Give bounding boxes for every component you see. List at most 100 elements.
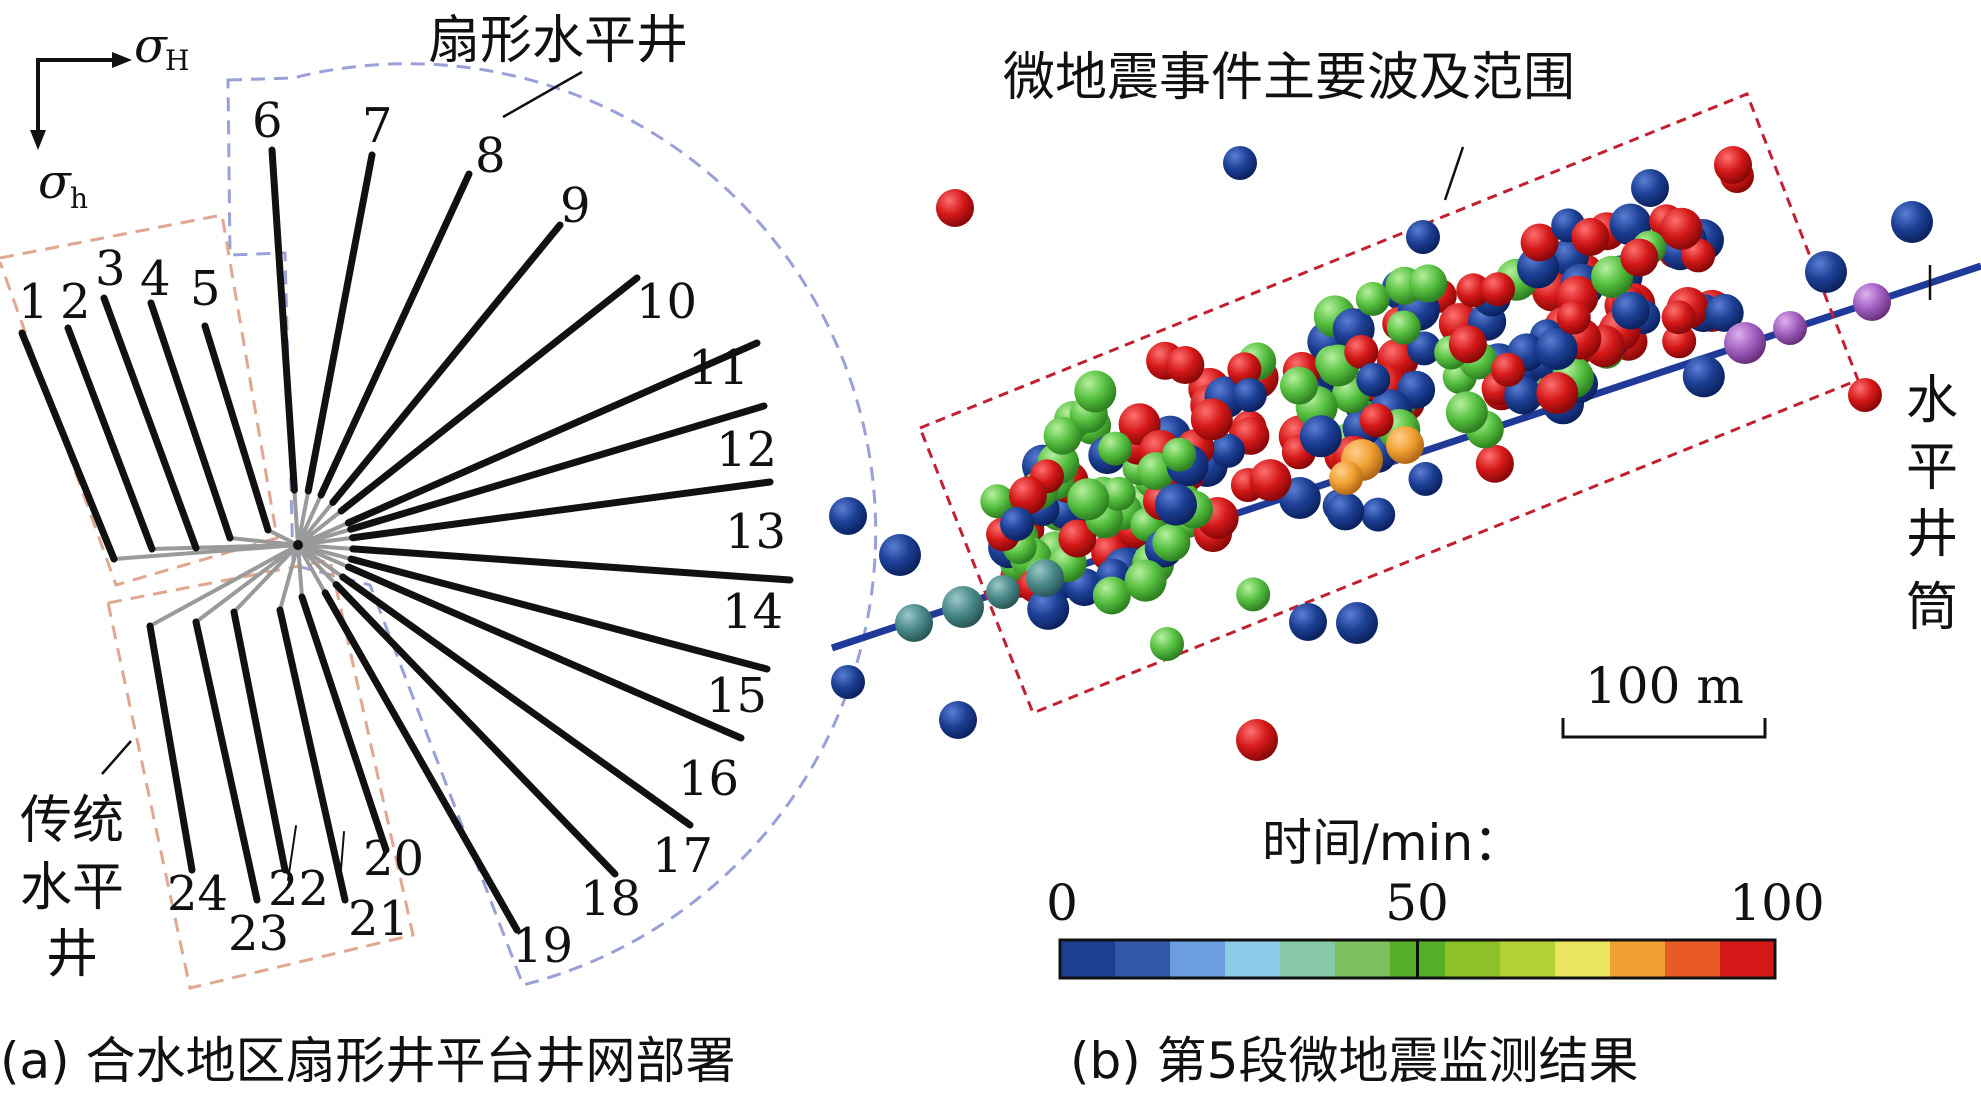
microseismic-event-green <box>1074 370 1117 413</box>
fan-well-group-label: 扇形水平井 <box>428 11 688 71</box>
wellbore-label-char-3: 井 <box>1906 505 1958 565</box>
microseismic-event-blue <box>1682 355 1725 398</box>
microseismic-event-blue <box>1155 483 1197 526</box>
conventional-well-group-label-line-3: 井 <box>46 925 98 985</box>
microseismic-event-red <box>1456 273 1491 308</box>
microseismic-event-blue <box>1406 220 1440 254</box>
microseismic-event-red <box>1058 519 1097 558</box>
microseismic-event-red <box>1491 352 1525 387</box>
microseismic-event-red <box>1448 325 1487 364</box>
well-label-22: 22 <box>268 861 329 917</box>
well-6 <box>268 146 298 494</box>
microseismic-event-blue <box>829 497 867 535</box>
microseismic-event-blue <box>1027 587 1070 630</box>
sigma-H-subscript: H <box>165 44 189 77</box>
microseismic-event-teal <box>1026 559 1064 597</box>
microseismic-event-blue <box>1805 251 1847 293</box>
well-22 <box>230 608 289 874</box>
microseismic-event-green <box>1067 478 1110 521</box>
microseismic-event-green <box>1043 416 1082 455</box>
microseismic-event-green <box>1355 281 1390 316</box>
microseismic-event-blue <box>879 534 921 576</box>
well-15 <box>347 555 771 673</box>
microseismic-event-red <box>1481 272 1516 307</box>
microseismic-event-blue <box>1356 362 1391 397</box>
microseismic-event-red <box>1660 207 1703 250</box>
microseismic-event-purple <box>1724 322 1766 364</box>
microseismic-event-blue <box>1631 169 1669 207</box>
well-20 <box>298 593 390 854</box>
microseismic-event-green <box>1101 476 1136 511</box>
colorbar-tick-0: 0 <box>1046 874 1078 932</box>
well-2 <box>64 324 156 553</box>
well-label-3: 3 <box>95 241 126 297</box>
time-colorbar <box>1058 938 1777 980</box>
well-16 <box>344 563 745 742</box>
well-label-23: 23 <box>228 906 289 962</box>
conventional-well-group-label-line-1: 传统 <box>20 791 124 851</box>
microseismic-event-green <box>1150 627 1184 661</box>
scale-bar <box>1561 718 1767 739</box>
microseismic-event-red <box>1227 352 1262 387</box>
microseismic-event-red <box>1661 300 1696 335</box>
colorbar-tick-100: 100 <box>1729 874 1824 932</box>
wellbore-label-char-2: 平 <box>1906 438 1958 498</box>
microseismic-event-green <box>1152 523 1191 562</box>
wellbore-label-char-1: 水 <box>1906 371 1958 431</box>
microseismic-event-red <box>1190 398 1233 441</box>
microseismic-event-red <box>1620 238 1659 277</box>
well-label-5: 5 <box>190 261 221 317</box>
well-label-10: 10 <box>636 274 697 330</box>
microseismic-event-red <box>1714 146 1752 184</box>
well-10 <box>337 274 641 515</box>
well-19 <box>321 589 521 934</box>
well-7 <box>304 151 376 495</box>
microseismic-event-red <box>1249 459 1292 502</box>
colorbar-segment <box>1500 940 1556 978</box>
microseismic-event-blue <box>1223 146 1257 180</box>
panel-a-caption: (a) 合水地区扇形井平台井网部署 <box>0 1032 736 1090</box>
microseismic-event-orange <box>1329 461 1363 495</box>
fan-well-group-boundary <box>226 62 878 987</box>
microseismic-event-green <box>1386 310 1421 345</box>
microseismic-event-red <box>1344 334 1379 369</box>
well-13 <box>349 478 774 542</box>
microseismic-event-red <box>1571 217 1610 256</box>
microseismic-event-blue <box>1299 415 1342 458</box>
microseismic-event-blue <box>1891 201 1933 243</box>
conventional-well-group-label-line-2: 水平 <box>20 858 124 918</box>
microseismic-event-green <box>1280 366 1318 405</box>
well-9 <box>329 221 564 506</box>
colorbar-segment <box>1720 940 1776 978</box>
microseismic-event-green <box>1098 431 1133 466</box>
panel-a-well-layout: σ H σ h 扇形水平井 1 23 4 56 78910111213141516171… <box>0 11 878 1090</box>
microseismic-event-red <box>1662 324 1697 359</box>
well-5 <box>201 322 272 534</box>
microseismic-event-blue <box>831 665 865 699</box>
well-8 <box>317 170 473 499</box>
well-18 <box>332 581 619 878</box>
well-label-17: 17 <box>652 828 713 884</box>
microseismic-event-green <box>1092 576 1131 615</box>
microseismic-event-blue <box>1000 506 1034 541</box>
well-label-8: 8 <box>475 128 506 184</box>
platform-center <box>293 540 303 550</box>
colorbar-segment <box>1060 940 1116 978</box>
microseismic-event-red <box>1166 346 1205 384</box>
microseismic-event-blue <box>1232 378 1267 412</box>
microseismic-event-blue <box>1210 433 1245 468</box>
microseismic-event-teal <box>986 575 1020 609</box>
colorbar-segment <box>1335 940 1391 978</box>
colorbar-segment <box>1170 940 1226 978</box>
scale-bar-label: 100 m <box>1585 657 1744 715</box>
microseismic-event-red <box>936 189 974 227</box>
well-label-12: 12 <box>716 422 777 478</box>
microseismic-event-blue <box>1408 461 1443 496</box>
microseismic-event-blue <box>1336 602 1378 644</box>
microseismic-event-blue <box>1504 376 1543 415</box>
well-label-7: 7 <box>362 98 393 154</box>
sigma-h-label: σ <box>38 154 72 210</box>
microseismic-event-red <box>1359 403 1394 438</box>
well-label-6: 6 <box>252 93 283 149</box>
microseismic-event-blue <box>1361 497 1396 532</box>
